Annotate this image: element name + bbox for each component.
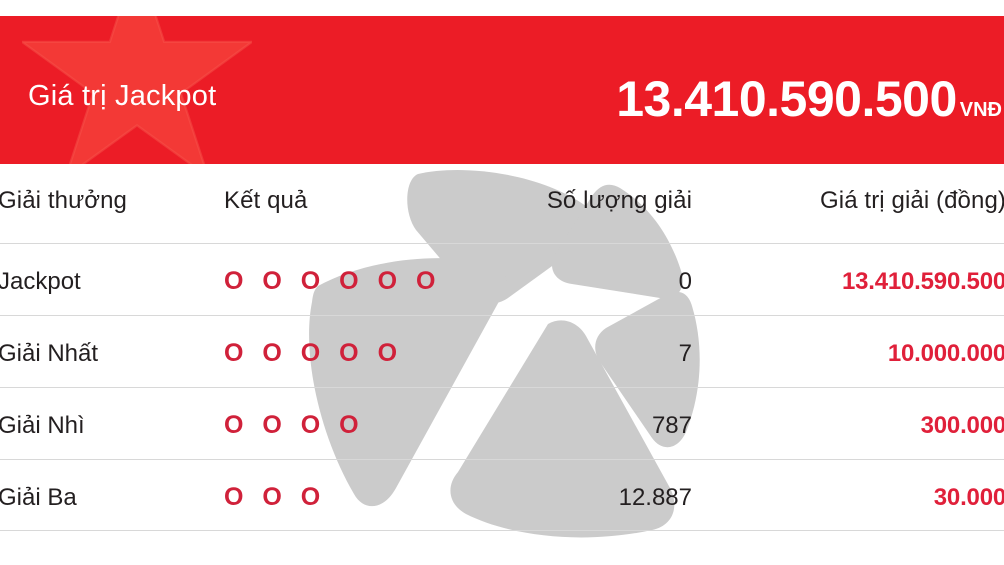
row-winner-count: 12.887 [618,484,692,511]
jackpot-label: Giá trị Jackpot [28,80,217,112]
table-separator [0,315,1004,316]
row-prize-value: 30.000 [933,484,1004,511]
table-separator [0,387,1004,388]
jackpot-currency: VNĐ [959,99,1002,121]
row-prize-label: Giải Ba [0,484,77,511]
column-header-count: Số lượng giải [546,187,692,214]
row-result-digits: O O O [224,483,327,511]
row-prize-label: Jackpot [0,268,81,295]
table-header-row: Giải thưởng Kết quả Số lượng giải Giá tr… [0,164,1004,236]
top-white-strip [0,0,1004,16]
row-result-digits: O O O O O [224,339,404,367]
table-row: Giải Nhì O O O O 787 300.000 [0,388,1004,459]
row-result-digits: O O O O O O [224,267,442,295]
row-result-digits: O O O O [224,411,365,439]
row-prize-value: 300.000 [920,412,1004,439]
row-prize-value: 13.410.590.500 [841,268,1004,295]
row-prize-label: Giải Nhì [0,412,85,439]
row-prize-value: 10.000.000 [887,340,1004,367]
table-row: Jackpot O O O O O O 0 13.410.590.500 [0,244,1004,315]
table-row: Giải Ba O O O 12.887 30.000 [0,460,1004,530]
star-icon [22,16,252,164]
row-prize-label: Giải Nhất [0,340,99,367]
jackpot-amount-group: 13.410.590.500 VNĐ [616,74,1002,124]
table-separator [0,530,1004,531]
column-header-result: Kết quả [224,187,308,214]
jackpot-banner: Giá trị Jackpot 13.410.590.500 VNĐ [0,16,1004,164]
row-winner-count: 7 [678,340,692,367]
results-table: Giải thưởng Kết quả Số lượng giải Giá tr… [0,164,1004,565]
jackpot-amount: 13.410.590.500 [616,71,957,127]
table-separator [0,243,1004,244]
row-winner-count: 787 [651,412,692,439]
column-header-prize: Giải thưởng [0,187,127,214]
table-row: Giải Nhất O O O O O 7 10.000.000 [0,316,1004,387]
table-separator [0,459,1004,460]
row-winner-count: 0 [678,268,692,295]
column-header-value: Giá trị giải (đồng) [820,187,1004,214]
